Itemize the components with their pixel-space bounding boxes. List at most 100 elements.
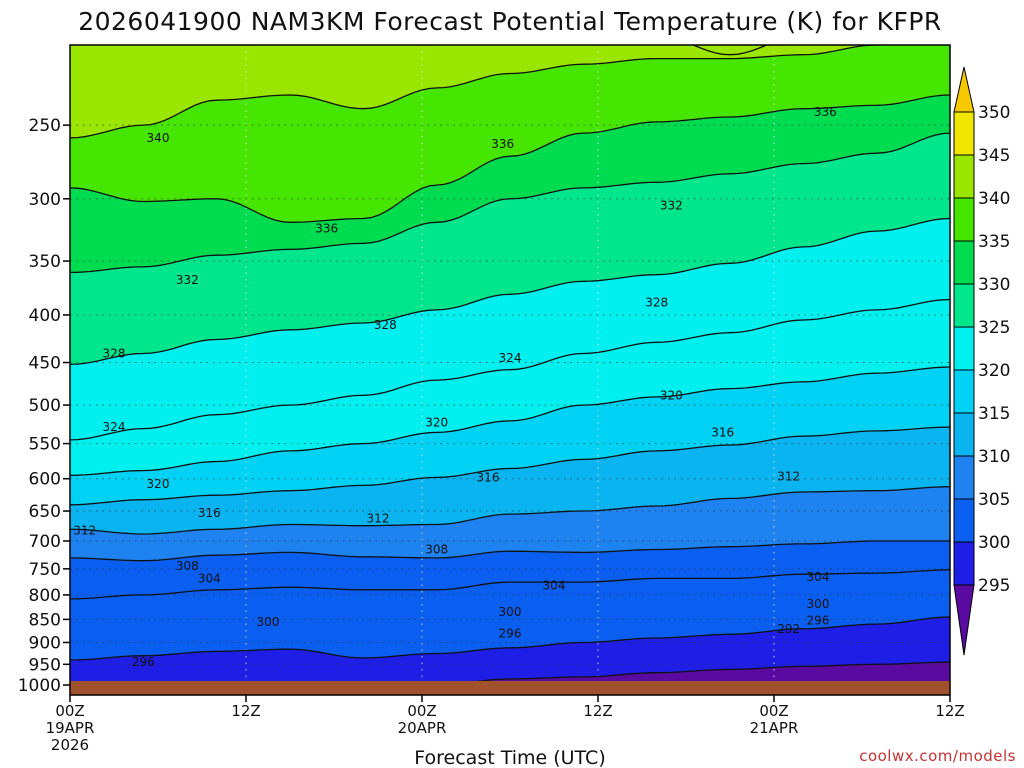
contour-label-308: 308 (425, 543, 448, 557)
x-tick-label-0-0: 00Z (55, 702, 84, 720)
contour-label-320: 320 (425, 415, 448, 429)
colorbar-bin-310-315 (953, 412, 975, 457)
contour-label-324: 324 (499, 351, 522, 365)
isentrope-340 (70, 45, 889, 139)
contour-label-328: 328 (374, 318, 397, 332)
contour-label-304: 304 (807, 570, 830, 584)
chart-title: 2026041900 NAM3KM Forecast Potential Tem… (78, 7, 942, 36)
gridlines (70, 45, 950, 695)
y-tick-label-700: 700 (29, 532, 61, 552)
contour-label-316: 316 (477, 470, 500, 484)
contour-label-304: 304 (543, 579, 566, 593)
y-axis-pressure: 250 300 350 400 450 500 550 600 650 700 750 800 850 9… (18, 116, 70, 696)
y-tick-label-250: 250 (29, 116, 61, 136)
contour-label-312: 312 (367, 511, 390, 525)
y-tick-label-450: 450 (29, 354, 61, 374)
colorbar-label-320: 320 (978, 361, 1010, 381)
contour-label-328: 328 (645, 296, 668, 310)
band-above-344 (693, 45, 767, 55)
x-tick-label-24-0: 00Z (407, 702, 436, 720)
colorbar-bin-305-310 (953, 455, 975, 500)
y-tick-label-900: 900 (29, 633, 61, 653)
x-tick-label-12-0: 12Z (231, 702, 260, 720)
x-tick-label-24-1: 20APR (398, 719, 447, 737)
colorbar-label-295: 295 (978, 576, 1010, 596)
ground-surface (70, 681, 950, 695)
plot-area: 340 336 336 336 332 332 328 328 328 324 324 320 320 3… (70, 45, 950, 695)
band-above-340 (70, 45, 877, 138)
colorbar: 350 345 340 335 330 325 320 315 310 305 300 295 (953, 66, 1010, 656)
y-tick-label-800: 800 (29, 586, 61, 606)
x-tick-label-0-1: 19APR (46, 719, 95, 737)
colorbar-label-310: 310 (978, 447, 1010, 467)
isentrope-312 (70, 486, 950, 535)
x-tick-label-60-0: 12Z (935, 702, 964, 720)
x-tick-label-48-1: 21APR (750, 719, 799, 737)
theta-filled-bands (70, 45, 950, 695)
colorbar-under-triangle (953, 584, 975, 656)
colorbar-bin-330-335 (953, 240, 975, 285)
colorbar-bin-295-300 (953, 541, 975, 586)
contour-label-300: 300 (499, 605, 522, 619)
colorbar-over-triangle (953, 66, 975, 113)
contour-label-320: 320 (660, 388, 683, 402)
contour-label-312: 312 (73, 523, 96, 537)
y-tick-label-400: 400 (29, 306, 61, 326)
colorbar-label-340: 340 (978, 189, 1010, 209)
y-tick-label-500: 500 (29, 396, 61, 416)
contour-label-292: 292 (777, 622, 800, 636)
contour-label-336: 336 (315, 222, 338, 236)
x-tick-label-36-0: 12Z (583, 702, 612, 720)
x-tick-label-48-0: 00Z (759, 702, 788, 720)
colorbar-label-350: 350 (978, 103, 1010, 123)
colorbar-bin-300-305 (953, 498, 975, 543)
colorbar-bin-320-325 (953, 326, 975, 371)
colorbar-bin-325-330 (953, 283, 975, 328)
colorbar-bin-345-350 (953, 111, 975, 156)
isentrope-328 (70, 217, 950, 365)
y-tick-label-750: 750 (29, 560, 61, 580)
contour-label-336: 336 (814, 105, 837, 119)
credit-text: coolwx.com/models (859, 747, 1016, 765)
contour-label-320: 320 (147, 477, 170, 491)
contour-label-304: 304 (198, 571, 221, 585)
isentrope-304 (70, 569, 950, 600)
x-tick-label-0-2: 2026 (51, 736, 89, 754)
contour-label-332: 332 (660, 198, 683, 212)
contour-label-308: 308 (176, 559, 199, 573)
contour-label-300: 300 (807, 597, 830, 611)
y-tick-label-550: 550 (29, 435, 61, 455)
y-tick-label-1000: 1000 (18, 676, 61, 696)
isentrope-320 (70, 366, 950, 476)
colorbar-label-305: 305 (978, 490, 1010, 510)
isentrope-332 (70, 132, 950, 274)
colorbar-label-315: 315 (978, 404, 1010, 424)
plot-frame (69, 44, 951, 696)
y-tick-label-300: 300 (29, 190, 61, 210)
y-tick-label-950: 950 (29, 655, 61, 675)
colorbar-bin-315-320 (953, 369, 975, 414)
contour-labels: 340 336 336 336 332 332 328 328 328 324 324 320 320 3… (73, 105, 837, 669)
isentrope-336 (70, 94, 950, 223)
contour-label-296: 296 (499, 626, 522, 640)
contour-label-316: 316 (711, 425, 734, 439)
x-axis-label: Forecast Time (UTC) (414, 747, 605, 768)
isentrope-300 (70, 616, 950, 661)
colorbar-label-300: 300 (978, 533, 1010, 553)
contour-label-296: 296 (132, 655, 155, 669)
colorbar-label-325: 325 (978, 318, 1010, 338)
colorbar-label-335: 335 (978, 232, 1010, 252)
contour-label-328: 328 (103, 346, 126, 360)
isentrope-324 (70, 298, 950, 441)
contour-label-336: 336 (491, 137, 514, 151)
isentrope-308 (70, 540, 950, 562)
colorbar-label-345: 345 (978, 146, 1010, 166)
contour-label-300: 300 (257, 615, 280, 629)
contour-label-324: 324 (103, 420, 126, 434)
y-tick-label-350: 350 (29, 252, 61, 272)
isentrope-316 (70, 426, 950, 506)
colorbar-label-330: 330 (978, 275, 1010, 295)
contour-label-340: 340 (147, 131, 170, 145)
